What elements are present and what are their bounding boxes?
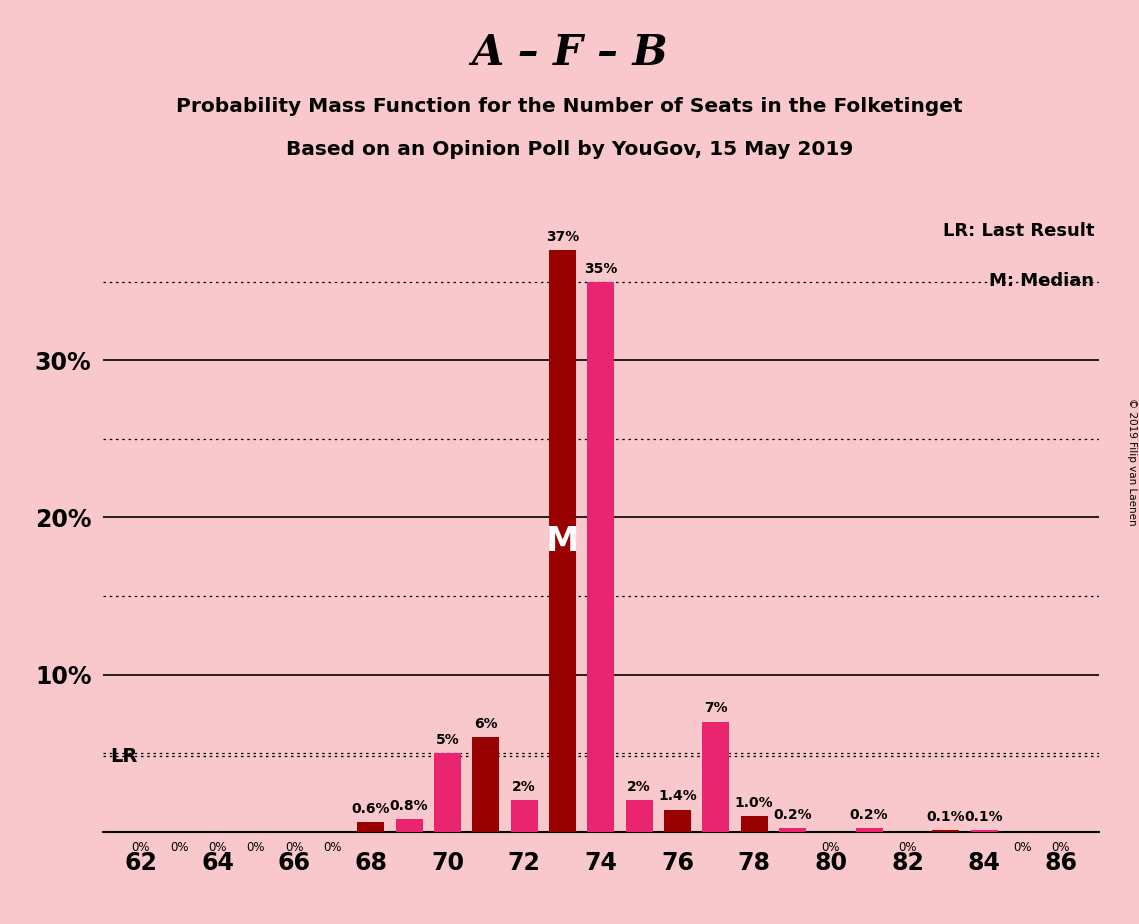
Text: 1.4%: 1.4% xyxy=(658,789,697,803)
Text: 2%: 2% xyxy=(513,780,536,794)
Text: 0%: 0% xyxy=(899,841,917,854)
Bar xyxy=(779,829,806,832)
Bar xyxy=(664,809,691,832)
Bar xyxy=(549,250,576,832)
Text: Based on an Opinion Poll by YouGov, 15 May 2019: Based on an Opinion Poll by YouGov, 15 M… xyxy=(286,140,853,160)
Bar xyxy=(970,830,998,832)
Bar xyxy=(358,822,384,832)
Text: 1.0%: 1.0% xyxy=(735,796,773,809)
Text: 6%: 6% xyxy=(474,717,498,731)
Text: 0%: 0% xyxy=(132,841,150,854)
Text: 0%: 0% xyxy=(323,841,342,854)
Bar xyxy=(625,800,653,832)
Text: M: Median: M: Median xyxy=(989,273,1095,290)
Text: 0.1%: 0.1% xyxy=(926,809,965,824)
Text: 0.6%: 0.6% xyxy=(352,802,390,816)
Text: LR: LR xyxy=(110,747,138,766)
Bar xyxy=(740,816,768,832)
Bar xyxy=(510,800,538,832)
Text: 0%: 0% xyxy=(285,841,303,854)
Text: 0%: 0% xyxy=(208,841,227,854)
Bar xyxy=(855,829,883,832)
Text: 0%: 0% xyxy=(821,841,841,854)
Bar xyxy=(703,722,729,832)
Text: 0%: 0% xyxy=(170,841,188,854)
Bar xyxy=(434,753,461,832)
Text: 0%: 0% xyxy=(246,841,265,854)
Text: 2%: 2% xyxy=(628,780,652,794)
Text: A – F – B: A – F – B xyxy=(472,32,667,74)
Bar xyxy=(473,737,499,832)
Bar xyxy=(395,819,423,832)
Text: 0.2%: 0.2% xyxy=(773,808,812,822)
Text: M: M xyxy=(546,525,579,557)
Text: 35%: 35% xyxy=(584,261,617,275)
Text: 0%: 0% xyxy=(1014,841,1032,854)
Bar xyxy=(588,282,614,832)
Text: 7%: 7% xyxy=(704,701,728,715)
Text: © 2019 Filip van Laenen: © 2019 Filip van Laenen xyxy=(1126,398,1137,526)
Text: 0%: 0% xyxy=(1051,841,1070,854)
Bar xyxy=(933,830,959,832)
Text: Probability Mass Function for the Number of Seats in the Folketinget: Probability Mass Function for the Number… xyxy=(177,97,962,116)
Text: 37%: 37% xyxy=(546,230,579,244)
Text: 0.8%: 0.8% xyxy=(390,798,428,813)
Text: 0.2%: 0.2% xyxy=(850,808,888,822)
Text: 5%: 5% xyxy=(435,733,459,747)
Text: 0.1%: 0.1% xyxy=(965,809,1003,824)
Text: LR: Last Result: LR: Last Result xyxy=(943,222,1095,240)
